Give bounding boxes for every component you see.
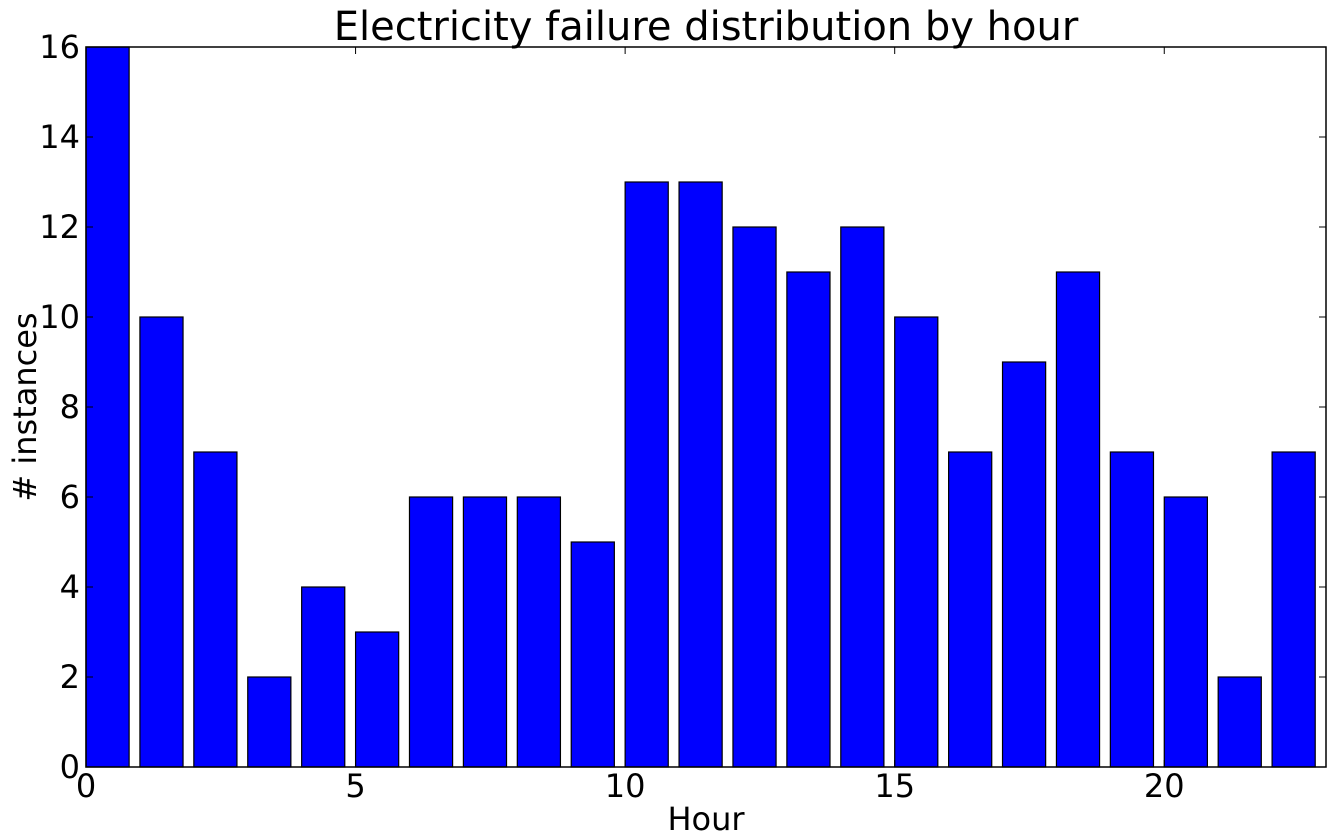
bar-hour-5 xyxy=(354,631,400,768)
x-axis-label: Hour xyxy=(667,800,745,838)
bar-hour-20 xyxy=(1163,496,1208,768)
bar-hour-19 xyxy=(1109,451,1155,768)
y-tick-label: 4 xyxy=(60,568,80,606)
bar-hour-12 xyxy=(732,226,777,768)
x-tick-label: 10 xyxy=(605,767,646,805)
y-tick-label: 0 xyxy=(60,748,80,786)
bar-hour-7 xyxy=(462,496,508,768)
bar-hour-15 xyxy=(894,316,939,768)
bar-hour-17 xyxy=(1001,361,1047,768)
bar-hour-2 xyxy=(193,451,238,768)
x-tick-label: 15 xyxy=(874,767,915,805)
y-tick-label: 14 xyxy=(39,118,80,156)
y-tick-label: 12 xyxy=(39,208,80,246)
bar-hour-9 xyxy=(570,541,615,768)
y-tick-label: 16 xyxy=(39,28,80,66)
bar-hour-21 xyxy=(1217,676,1262,768)
bar-hour-18 xyxy=(1055,271,1101,768)
x-tick-label: 0 xyxy=(76,767,96,805)
bars-group xyxy=(85,46,1316,768)
y-tick-label: 6 xyxy=(60,478,80,516)
y-tick-label: 2 xyxy=(60,658,80,696)
bar-hour-13 xyxy=(786,271,831,768)
bar-hour-1 xyxy=(139,316,184,768)
bar-hour-11 xyxy=(678,181,723,768)
bar-hour-6 xyxy=(408,496,454,768)
ticks-group: 0 5 10 15 20 0 2 4 6 8 10 12 14 16 xyxy=(39,28,1326,805)
plot-frame xyxy=(85,46,1327,768)
bar-hour-8 xyxy=(516,496,562,768)
y-axis-label: # instances xyxy=(6,312,44,501)
chart-title: Electricity failure distribution by hour xyxy=(334,4,1079,50)
x-tick-label: 5 xyxy=(345,767,365,805)
bar-hour-22 xyxy=(1271,451,1316,768)
bar-hour-3 xyxy=(247,676,292,768)
y-tick-label: 10 xyxy=(39,298,80,336)
x-tick-label: 20 xyxy=(1144,767,1185,805)
bar-hour-14 xyxy=(840,226,885,768)
bar-hour-0 xyxy=(85,46,130,768)
y-tick-label: 8 xyxy=(60,388,80,426)
bar-hour-4 xyxy=(301,586,346,768)
bar-hour-10 xyxy=(624,181,669,768)
bar-hour-16 xyxy=(948,451,993,768)
